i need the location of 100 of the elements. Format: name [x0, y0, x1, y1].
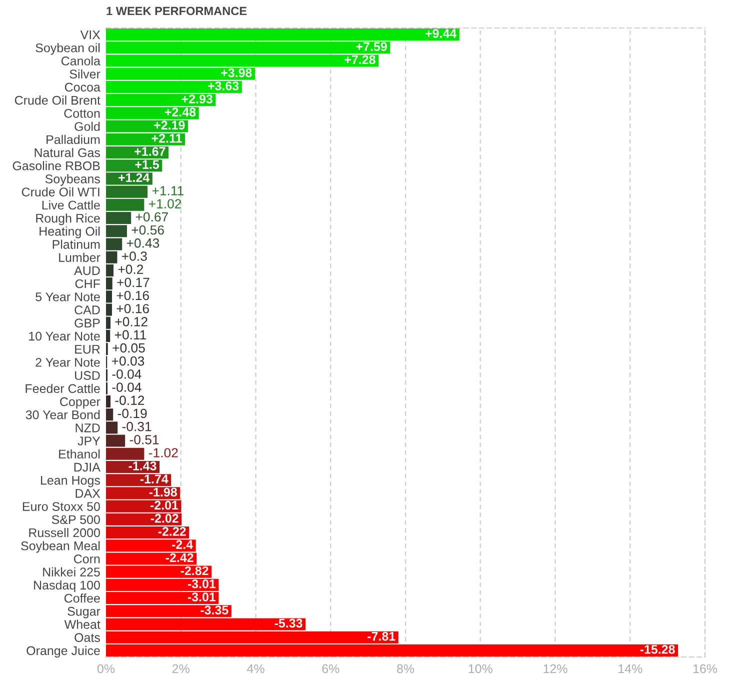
y-tick-label: Heating Oil	[40, 226, 100, 238]
y-tick-label: Sugar	[68, 606, 100, 618]
y-tick-label: Palladium	[46, 134, 100, 144]
data-label: -2.42	[166, 553, 194, 562]
data-label: -3.35	[200, 606, 228, 615]
y-tick-label: USD	[75, 371, 100, 380]
y-tick-label: Soybeans	[45, 174, 100, 186]
y-tick-label: CAD	[74, 306, 100, 314]
x-tick-label: 8%	[397, 664, 414, 674]
y-tick-label: Silver	[70, 69, 100, 79]
data-label: +0.56	[132, 225, 164, 235]
x-tick-label: 14%	[618, 664, 642, 674]
data-label: -15.28	[640, 644, 675, 654]
data-label: +3.98	[221, 68, 252, 78]
y-tick-label: Feeder Cattle	[26, 384, 100, 394]
y-tick-label: Natural Gas	[34, 148, 100, 158]
data-label: +2.93	[182, 94, 212, 104]
bar	[106, 448, 144, 460]
y-tick-label: Lean Hogs	[41, 476, 100, 488]
data-label: -2.01	[150, 500, 178, 510]
data-label: -1.74	[140, 474, 168, 484]
y-tick-label: Coffee	[64, 594, 100, 603]
y-tick-label: GBP	[74, 318, 100, 328]
x-tick-label: 4%	[247, 664, 264, 674]
data-label: +0.2	[118, 264, 144, 274]
data-label: +1.67	[134, 146, 166, 156]
y-tick-label: Ethanol	[59, 449, 100, 459]
data-label: +7.59	[356, 42, 387, 52]
data-label: -0.51	[130, 434, 159, 444]
bar	[106, 526, 190, 539]
y-tick-label: 5 Year Note	[36, 292, 100, 302]
data-label: -3.01	[188, 579, 216, 588]
data-label: +0.43	[126, 238, 160, 248]
bar	[106, 434, 126, 447]
data-label: -0.04	[112, 382, 142, 392]
data-label: +3.63	[208, 81, 239, 90]
y-tick-label: JPY	[78, 436, 100, 446]
y-tick-label: Canola	[61, 56, 100, 66]
y-tick-label: Soybean oil	[36, 43, 100, 55]
data-label: -2.22	[158, 527, 186, 536]
y-tick-label: NZD	[76, 424, 100, 432]
data-label: -3.01	[188, 592, 216, 602]
y-tick-label: Orange Juice	[26, 646, 100, 658]
y-tick-label: Live Cattle	[42, 200, 100, 210]
y-tick-label: DJIA	[74, 462, 100, 472]
y-tick-label: EUR	[75, 344, 100, 354]
y-tick-label: 10 Year Note	[29, 332, 100, 341]
x-tick-label: 10%	[468, 664, 492, 674]
data-label: +0.16	[116, 304, 149, 314]
data-label: +1.11	[152, 186, 184, 196]
x-tick-label: 6%	[322, 664, 340, 674]
y-tick-label: Nikkei 225	[43, 567, 100, 576]
data-label: +7.28	[344, 55, 376, 64]
data-label: -2.02	[150, 514, 178, 523]
data-label: +9.44	[426, 29, 457, 38]
y-tick-label: Cotton	[64, 108, 100, 118]
y-tick-label: AUD	[74, 266, 100, 276]
data-label: +0.05	[112, 343, 145, 353]
data-label: +2.11	[152, 134, 182, 143]
data-label: +0.03	[112, 356, 144, 366]
y-tick-label: Platinum	[52, 240, 100, 249]
y-tick-label: Cocoa	[64, 82, 100, 92]
y-tick-label: Nasdaq 100	[34, 580, 100, 592]
data-label: -1.43	[128, 461, 156, 470]
data-label: -1.02	[148, 448, 178, 458]
data-label: -2.82	[180, 566, 208, 576]
y-tick-label: Crude Oil Brent	[14, 96, 100, 105]
y-tick-label: Russell 2000	[29, 528, 100, 538]
y-tick-label: Gasoline RBOB	[12, 161, 100, 170]
y-tick-label: S&P 500	[52, 515, 100, 524]
x-tick-label: 16%	[693, 664, 718, 674]
data-label: +0.67	[136, 212, 168, 222]
data-label: +1.5	[135, 160, 160, 169]
y-tick-label: Crude Oil WTI	[22, 187, 100, 196]
y-tick-label: 30 Year Bond	[26, 410, 100, 420]
data-label: -2.4	[172, 540, 194, 549]
data-label: -5.33	[274, 618, 302, 628]
data-label: +0.12	[115, 317, 148, 326]
y-tick-label: DAX	[76, 489, 100, 498]
data-label: +1.02	[149, 199, 182, 208]
data-label: -0.12	[115, 396, 144, 406]
y-tick-label: Soybean Meal	[21, 541, 100, 553]
data-label: -7.81	[368, 632, 396, 641]
y-tick-label: CHF	[75, 279, 100, 288]
x-tick-label: 2%	[172, 664, 190, 674]
y-tick-label: VIX	[80, 30, 100, 40]
data-label: +0.17	[117, 278, 150, 288]
y-tick-label: Lumber	[59, 252, 100, 262]
data-label: -0.31	[122, 422, 152, 432]
data-label: -0.19	[118, 408, 147, 418]
data-label: +2.19	[154, 120, 185, 130]
x-tick-label: 12%	[544, 664, 568, 674]
y-tick-label: Copper	[60, 397, 100, 409]
data-label: +2.48	[164, 108, 196, 117]
y-tick-label: 2 Year Note	[36, 358, 100, 367]
y-tick-label: Euro Stoxx 50	[22, 502, 100, 511]
chart-title: 1 WEEK PERFORMANCE	[106, 6, 247, 16]
y-tick-label: Gold	[74, 122, 100, 131]
y-tick-label: Rough Rice	[36, 213, 100, 226]
y-tick-label: Corn	[74, 554, 100, 564]
